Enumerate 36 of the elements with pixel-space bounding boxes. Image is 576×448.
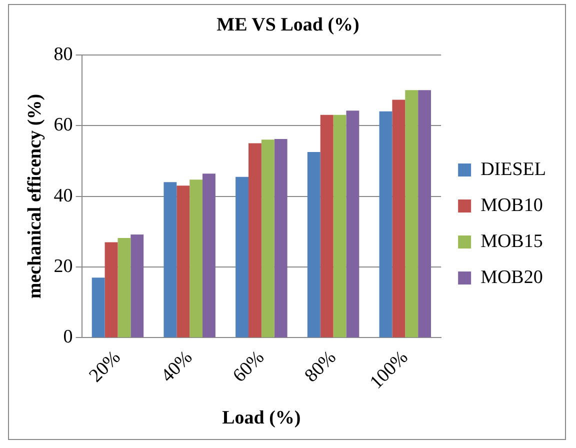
bar [261,140,274,338]
bar [118,238,131,338]
bar [248,143,262,338]
bar [236,176,248,338]
legend-label: DIESEL [480,158,546,180]
y-tick-label: 40 [54,185,73,206]
bar [379,111,392,338]
bar [130,234,144,338]
bar [190,180,203,338]
bar [202,174,216,338]
bar [104,242,118,338]
bar [274,138,288,338]
bar [392,100,406,338]
bar [418,90,432,338]
bar [164,182,177,338]
y-tick-label: 60 [54,114,73,136]
y-tick-label: 0 [63,326,73,348]
bar [405,90,418,338]
x-tick-label: 60% [229,346,269,386]
legend-label: MOB10 [480,194,543,216]
x-tick-label: 20% [85,346,125,386]
y-tick-label: 80 [54,44,73,65]
bar [307,152,320,338]
bar [346,110,360,338]
bar [320,114,334,338]
legend-label: MOB20 [480,266,543,288]
y-axis-title: mechanical efficency (%) [24,94,46,299]
bar [333,114,346,338]
chart-title: ME VS Load (%) [216,14,360,36]
x-axis-title: Load (%) [222,408,301,429]
legend-label: MOB15 [480,230,543,252]
bar [176,186,190,338]
x-tick-label: 40% [157,346,197,386]
x-tick-label: 80% [300,346,340,386]
y-tick-label: 20 [54,256,73,277]
bar [92,278,105,338]
